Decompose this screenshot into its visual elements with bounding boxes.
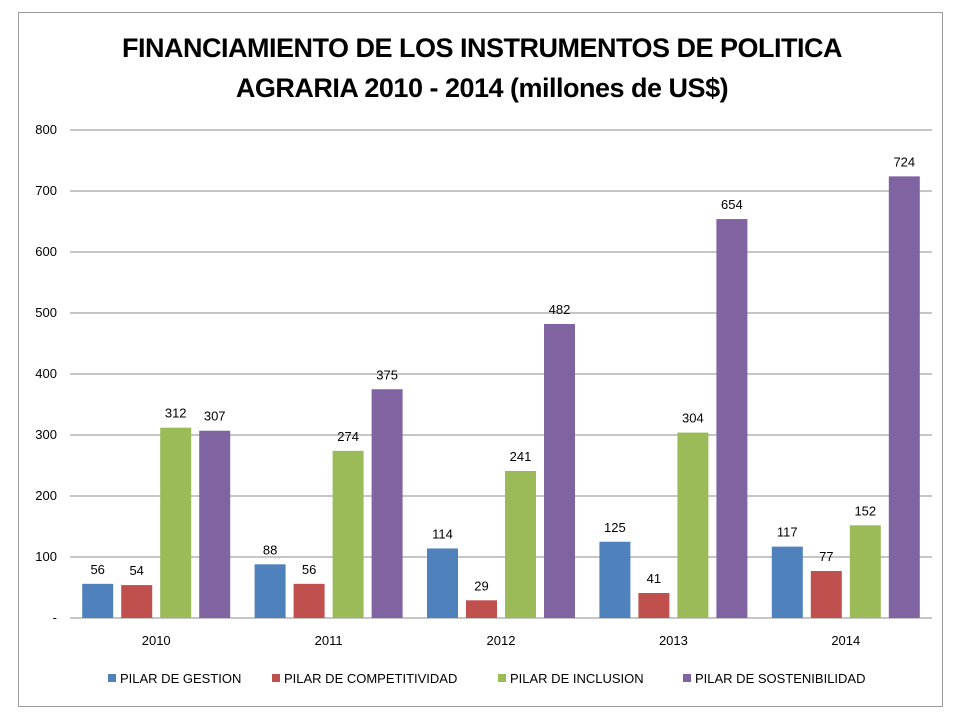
- legend-label: PILAR DE INCLUSION: [510, 671, 644, 686]
- bar: [599, 541, 631, 618]
- bars: [82, 176, 920, 619]
- data-label: 482: [549, 302, 571, 317]
- y-tick-label: 700: [35, 183, 57, 198]
- data-label: 114: [432, 526, 453, 541]
- legend-swatch: [108, 674, 116, 682]
- x-axis-category-labels: 2010 2011 2012 2013 2014: [142, 633, 861, 648]
- data-label: 117: [777, 525, 798, 540]
- data-label: 375: [376, 367, 398, 382]
- data-label: 77: [819, 549, 833, 564]
- data-label: 654: [721, 197, 743, 212]
- bar: [466, 600, 497, 618]
- legend-label: PILAR DE COMPETITIVIDAD: [284, 671, 457, 686]
- bar: [716, 219, 748, 618]
- legend-label: PILAR DE SOSTENIBILIDAD: [695, 671, 866, 686]
- data-label: 41: [647, 571, 661, 586]
- x-category-label: 2012: [487, 633, 516, 648]
- y-tick-label: 800: [35, 122, 57, 137]
- bar: [82, 583, 114, 618]
- chart-title-line-1: FINANCIAMIENTO DE LOS INSTRUMENTOS DE PO…: [122, 33, 842, 63]
- bar: [332, 450, 364, 618]
- bar: [293, 583, 325, 618]
- y-tick-label: 200: [35, 488, 57, 503]
- data-label: 724: [893, 154, 915, 169]
- legend-label: PILAR DE GESTION: [120, 671, 241, 686]
- bar: [427, 548, 458, 618]
- legend-swatch: [272, 674, 280, 682]
- data-label: 56: [90, 562, 104, 577]
- x-category-label: 2013: [659, 633, 688, 648]
- data-label: 54: [129, 563, 143, 578]
- data-label: 152: [854, 503, 876, 518]
- y-tick-label: 500: [35, 305, 57, 320]
- legend-swatch: [683, 674, 691, 682]
- data-label: 29: [474, 578, 488, 593]
- y-tick-label: 300: [35, 427, 57, 442]
- bar: [544, 323, 575, 618]
- bar: [505, 470, 536, 618]
- x-category-label: 2010: [142, 633, 171, 648]
- y-tick-label: 400: [35, 366, 57, 381]
- data-label: 88: [263, 542, 277, 557]
- legend-swatch: [498, 674, 506, 682]
- data-label: 274: [337, 429, 359, 444]
- data-labels: 56 54 312 307 88 56 274 375 114 29 241 482 125 41 304 6…: [90, 154, 915, 593]
- chart-title-line-2: AGRARIA 2010 - 2014 (millones de US$): [236, 73, 728, 103]
- bar: [849, 525, 881, 618]
- data-label: 312: [165, 406, 187, 421]
- y-tick-label: 100: [35, 549, 57, 564]
- bar: [677, 432, 709, 618]
- bar: [160, 427, 192, 618]
- bar: [771, 546, 803, 618]
- data-label: 304: [682, 411, 704, 426]
- bar: [888, 176, 920, 619]
- y-axis-tick-labels: - 100 200 300 400 500 600 700 800: [35, 122, 57, 625]
- x-category-label: 2014: [831, 633, 860, 648]
- bar: [810, 571, 842, 618]
- data-label: 241: [510, 449, 532, 464]
- data-label: 307: [204, 409, 226, 424]
- bar: [199, 430, 231, 618]
- bar: [121, 585, 153, 618]
- y-tick-label: -: [53, 610, 57, 625]
- data-label: 125: [604, 520, 626, 535]
- legend: PILAR DE GESTION PILAR DE COMPETITIVIDAD P…: [108, 671, 866, 686]
- bar: [638, 592, 670, 618]
- y-tick-label: 600: [35, 244, 57, 259]
- x-category-label: 2011: [315, 633, 343, 648]
- bar: [371, 389, 403, 618]
- data-label: 56: [302, 562, 316, 577]
- bar: [254, 564, 286, 618]
